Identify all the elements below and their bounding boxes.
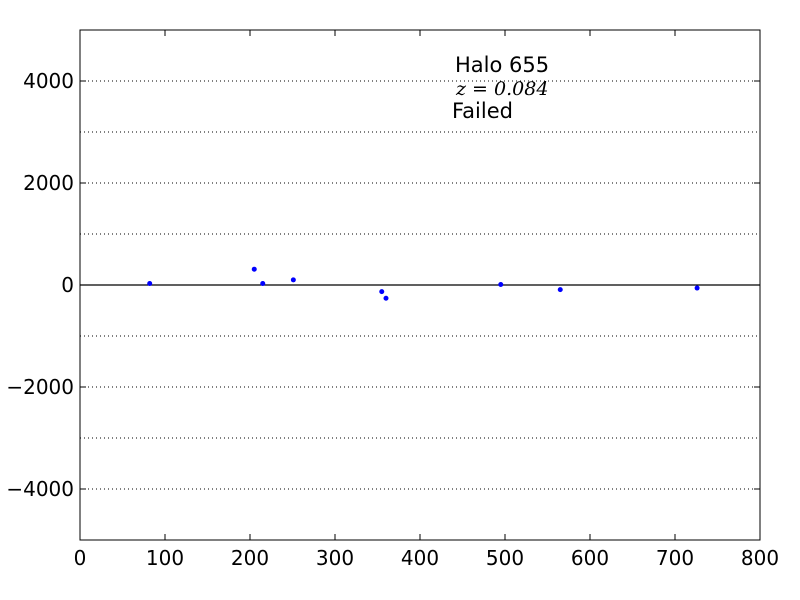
x-tick-label: 800	[741, 546, 779, 570]
data-point	[251, 266, 257, 272]
data-point	[498, 281, 504, 287]
y-tick-label: 0	[61, 273, 74, 297]
x-tick-labels: 0 100 200 300 400 500 600 700 800	[74, 546, 779, 570]
x-tick-label: 100	[146, 546, 184, 570]
x-tick-label: 200	[231, 546, 269, 570]
y-tick-label: 2000	[23, 171, 74, 195]
x-tick-label: 600	[571, 546, 609, 570]
x-tick-label: 500	[486, 546, 524, 570]
x-tick-label: 300	[316, 546, 354, 570]
data-point	[694, 285, 700, 291]
data-point	[383, 295, 389, 301]
data-point	[290, 277, 296, 283]
halo-label: Halo 655	[455, 53, 549, 77]
data-point	[557, 287, 563, 293]
y-tick-label: −2000	[6, 375, 74, 399]
redshift-label: z = 0.084	[455, 78, 548, 100]
data-point	[379, 289, 385, 295]
y-tick-label: −4000	[6, 477, 74, 501]
grid-lines	[80, 80, 760, 490]
y-tick-labels: −4000 −2000 0 2000 4000	[6, 69, 74, 501]
data-points	[147, 266, 700, 301]
x-tick-label: 700	[656, 546, 694, 570]
x-tick-label: 0	[74, 546, 87, 570]
y-tick-label: 4000	[23, 69, 74, 93]
status-label: Failed	[452, 99, 513, 123]
data-point	[147, 280, 153, 286]
axis-ticks	[79, 30, 761, 540]
x-tick-label: 400	[401, 546, 439, 570]
data-point	[260, 280, 266, 286]
